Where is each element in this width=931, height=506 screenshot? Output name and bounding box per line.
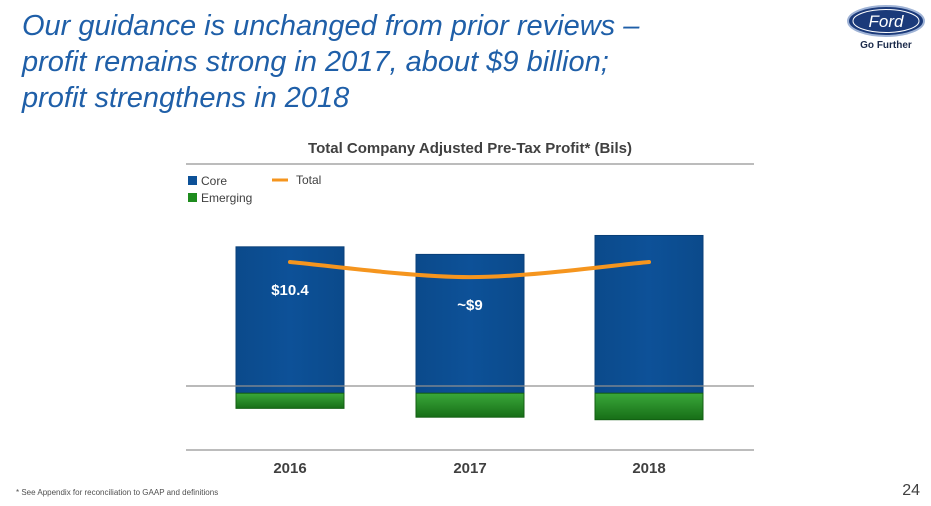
legend-swatch-emerging [188, 193, 197, 202]
legend-label-emerging: Emerging [201, 191, 252, 205]
footnote: * See Appendix for reconciliation to GAA… [16, 488, 219, 497]
x-tick-2017: 2017 [453, 460, 486, 477]
data-label-2017: ~$9 [457, 297, 482, 314]
bar-core-2018 [594, 234, 704, 394]
logo-text: Ford [869, 12, 905, 31]
legend-swatch-core [188, 176, 197, 185]
headline-line-3: profit strengthens in 2018 [22, 82, 350, 114]
data-labels: $10.4 ~$9 [271, 282, 483, 314]
total-line [288, 259, 651, 280]
x-tick-2018: 2018 [632, 460, 665, 477]
bar-core-2016 [235, 246, 345, 394]
headline-line-1: Our guidance is unchanged from prior rev… [22, 10, 640, 42]
ford-logo: Ford [847, 5, 925, 37]
slide-headline: Our guidance is unchanged from prior rev… [22, 8, 782, 116]
chart-title: Total Company Adjusted Pre-Tax Profit* (… [308, 140, 632, 157]
legend: Core Emerging Total [188, 173, 321, 205]
legend-label-core: Core [201, 174, 227, 188]
x-tick-labels: 2016 2017 2018 [273, 460, 665, 477]
bar-emerging-2017 [415, 392, 525, 418]
x-tick-2016: 2016 [273, 460, 306, 477]
bar-emerging-2018 [594, 392, 704, 421]
legend-label-total: Total [296, 173, 321, 187]
brand-tagline: Go Further [860, 40, 912, 51]
bar-emerging-2016 [235, 392, 345, 409]
headline-line-2: profit remains strong in 2017, about $9 … [22, 46, 609, 78]
page-number: 24 [902, 482, 920, 499]
data-label-2016: $10.4 [271, 282, 309, 299]
